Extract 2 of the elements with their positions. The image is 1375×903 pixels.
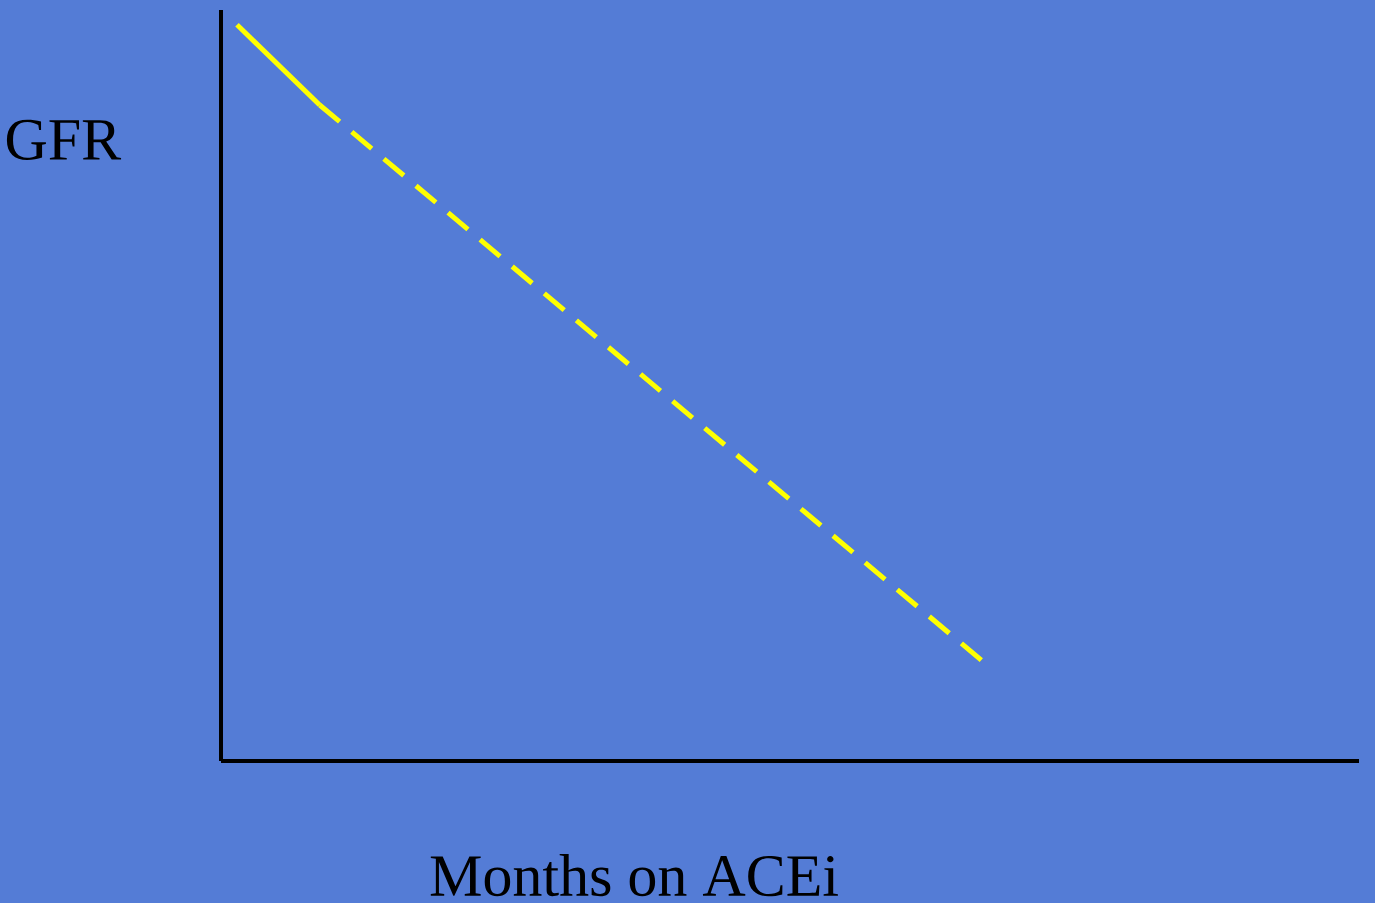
x-axis-title: Months on ACEi (430, 854, 838, 897)
y-axis-title: GFR (6, 119, 122, 161)
